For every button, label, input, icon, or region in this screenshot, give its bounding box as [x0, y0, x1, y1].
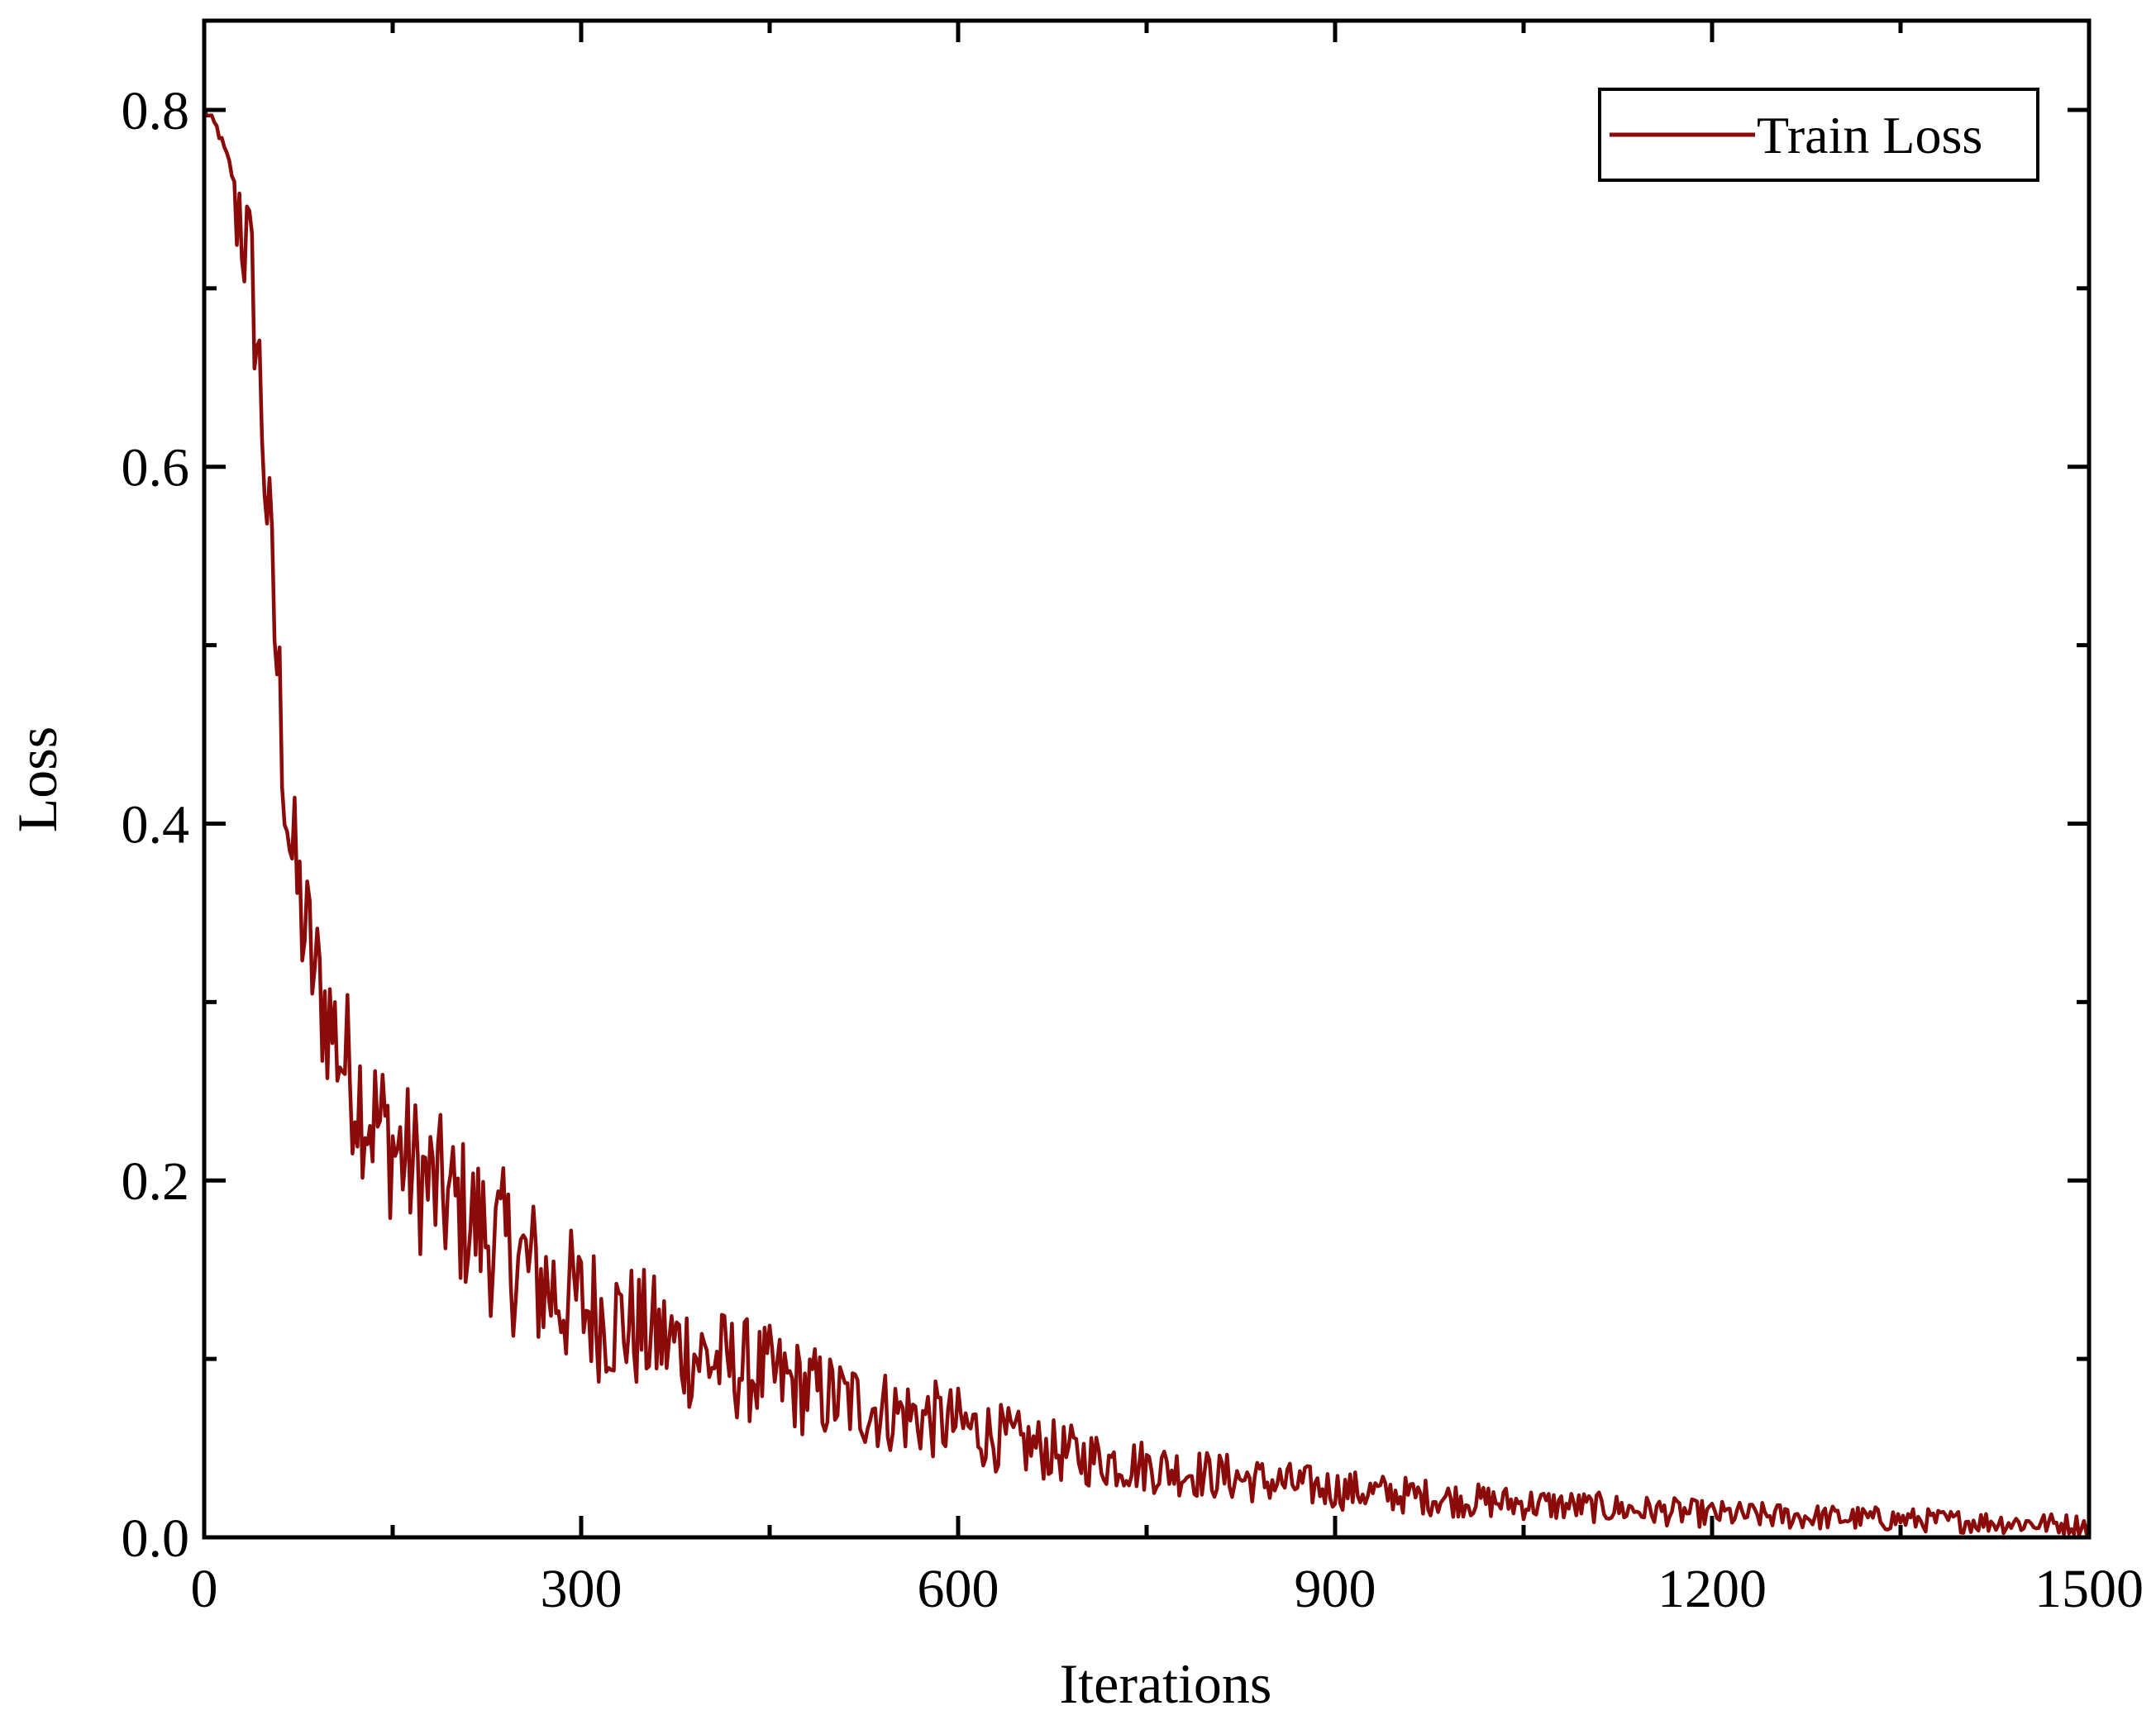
x-axis-title: Iterations: [1060, 1652, 1272, 1715]
plot-layer: [202, 107, 2092, 1537]
x-tick-label: 600: [918, 1559, 999, 1619]
legend: Train Loss: [1598, 88, 2039, 182]
x-tick-label: 300: [541, 1559, 622, 1619]
y-axis-title: Loss: [6, 727, 69, 832]
y-tick-label: 0.2: [122, 1151, 190, 1212]
y-tick-label: 0.8: [122, 81, 190, 141]
y-tick-label: 0.6: [122, 438, 190, 498]
plot-frame: [202, 18, 2092, 1540]
y-tick-label: 0.0: [122, 1508, 190, 1569]
x-tick-label: 900: [1295, 1559, 1376, 1619]
legend-label: Train Loss: [1757, 106, 1982, 164]
series-line-0: [202, 107, 2092, 1537]
x-tick-label: 0: [191, 1559, 218, 1619]
axes-layer: 0 300 600 900 1200 1500 0.0 0.2 0.4 0.6 0.8: [122, 18, 2144, 1619]
y-tick-label: 0.4: [122, 794, 190, 855]
x-tick-label: 1200: [1658, 1559, 1767, 1619]
x-tick-label: 1500: [2034, 1559, 2144, 1619]
